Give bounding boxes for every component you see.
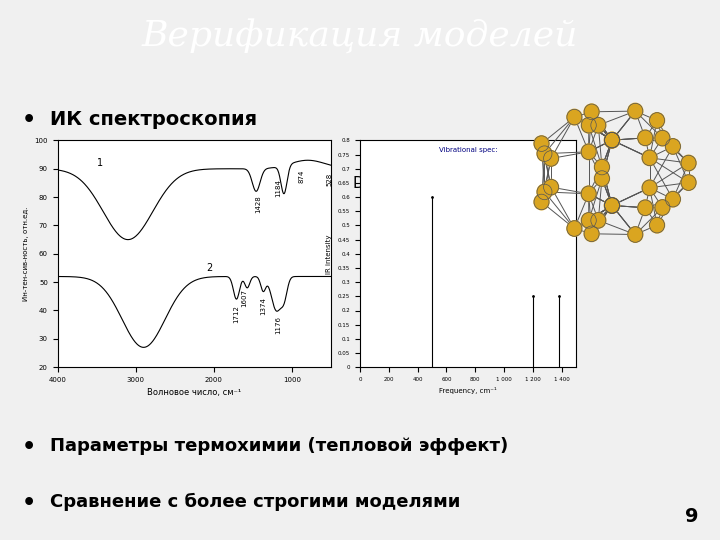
Circle shape — [581, 213, 596, 228]
Y-axis label: IR intensity: IR intensity — [326, 234, 333, 274]
Text: •: • — [22, 110, 36, 130]
Circle shape — [665, 139, 680, 154]
Circle shape — [605, 132, 619, 148]
Circle shape — [567, 109, 582, 125]
Circle shape — [537, 146, 552, 161]
Circle shape — [581, 144, 596, 160]
Circle shape — [681, 175, 696, 190]
Circle shape — [655, 130, 670, 146]
X-axis label: Волновое число, см⁻¹: Волновое число, см⁻¹ — [148, 388, 241, 397]
Circle shape — [638, 130, 653, 146]
Circle shape — [649, 218, 665, 233]
Text: 1184: 1184 — [275, 179, 281, 197]
Circle shape — [591, 213, 606, 228]
Text: 1712: 1712 — [233, 305, 240, 323]
Circle shape — [665, 191, 680, 207]
Circle shape — [605, 132, 619, 148]
Circle shape — [642, 180, 657, 195]
Text: Параметры термохимии (тепловой эффект): Параметры термохимии (тепловой эффект) — [50, 437, 508, 455]
Text: 528: 528 — [326, 173, 332, 186]
Text: 9: 9 — [685, 507, 698, 526]
Text: DFT, 6-21G: DFT, 6-21G — [353, 176, 438, 191]
Text: 2: 2 — [206, 263, 212, 273]
Circle shape — [628, 227, 643, 242]
Circle shape — [584, 104, 599, 119]
Circle shape — [628, 103, 643, 119]
Text: 874: 874 — [299, 169, 305, 183]
Text: Эксперимент (1): Эксперимент (1) — [86, 176, 220, 191]
Y-axis label: Ин-тен-сив-ность, отн.ед.: Ин-тен-сив-ность, отн.ед. — [23, 207, 29, 301]
Circle shape — [681, 156, 696, 171]
Circle shape — [537, 184, 552, 200]
Text: Сравнение с более строгими моделями: Сравнение с более строгими моделями — [50, 494, 461, 511]
Circle shape — [534, 194, 549, 210]
Circle shape — [567, 221, 582, 237]
Text: •: • — [22, 494, 36, 514]
Circle shape — [581, 117, 596, 133]
Text: ИК спектроскопия: ИК спектроскопия — [50, 110, 258, 129]
X-axis label: Frequency, cm⁻¹: Frequency, cm⁻¹ — [439, 388, 497, 395]
Circle shape — [544, 151, 559, 166]
Circle shape — [605, 198, 619, 213]
Circle shape — [584, 226, 599, 241]
Circle shape — [544, 179, 559, 195]
Circle shape — [649, 113, 665, 128]
Circle shape — [595, 171, 609, 186]
Circle shape — [655, 200, 670, 215]
Circle shape — [638, 200, 653, 215]
Circle shape — [605, 132, 619, 148]
Text: •: • — [22, 437, 36, 457]
Text: 1607: 1607 — [242, 289, 248, 307]
Text: Верификация моделей: Верификация моделей — [142, 19, 578, 54]
Circle shape — [595, 159, 609, 175]
Circle shape — [534, 136, 549, 151]
Circle shape — [642, 150, 657, 166]
Text: 1428: 1428 — [256, 195, 261, 213]
Text: 1176: 1176 — [275, 316, 282, 334]
Text: Vibrational spec:: Vibrational spec: — [438, 147, 498, 153]
Circle shape — [605, 198, 619, 213]
Circle shape — [591, 118, 606, 133]
Text: 1: 1 — [96, 158, 103, 168]
Text: 1374: 1374 — [260, 297, 266, 315]
Circle shape — [581, 186, 596, 201]
Circle shape — [605, 198, 619, 213]
